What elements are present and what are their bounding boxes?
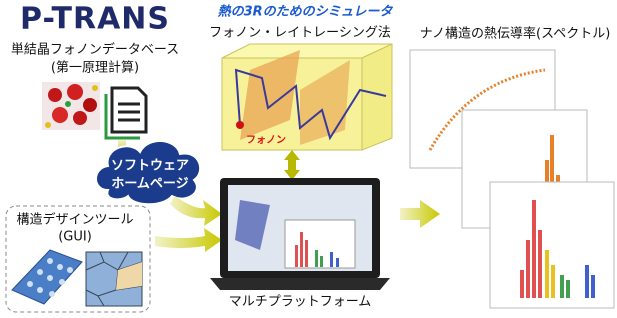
results-title: ナノ構造の熱伝導率(スペクトル) <box>420 26 611 42</box>
arrow <box>170 196 222 226</box>
document-icon <box>104 86 148 140</box>
cloud-line2: ホームページ <box>111 177 188 192</box>
grain-structure <box>85 251 143 307</box>
database-subtitle: (第一原理計算) <box>51 60 139 76</box>
hole-plate <box>11 249 83 305</box>
arrow <box>155 228 222 252</box>
logo: P-TRANS <box>20 2 170 37</box>
cloud-line1: ソフトウェア <box>111 159 189 174</box>
cube: フォノン <box>221 43 393 151</box>
simulator-method: フォノン・レイトレーシング法 <box>209 26 391 41</box>
result-chart <box>489 181 615 309</box>
phonon-label: フォノン <box>246 134 286 146</box>
design-tool-box <box>5 205 151 313</box>
design-tool-title: 構造デザインツール <box>16 212 133 228</box>
database-title: 単結晶フォノンデータベース <box>11 42 179 58</box>
cloud: ソフトウェア ホームページ <box>95 140 202 206</box>
design-tool-subtitle: (GUI) <box>58 230 92 245</box>
crystal-icon <box>42 82 100 130</box>
laptop <box>210 178 390 290</box>
platform-label: マルチプラットフォーム <box>229 295 372 310</box>
double-arrow <box>284 150 300 180</box>
simulator-heading: 熱の3Rのためのシミュレータ <box>217 4 394 20</box>
arrow <box>400 200 440 228</box>
